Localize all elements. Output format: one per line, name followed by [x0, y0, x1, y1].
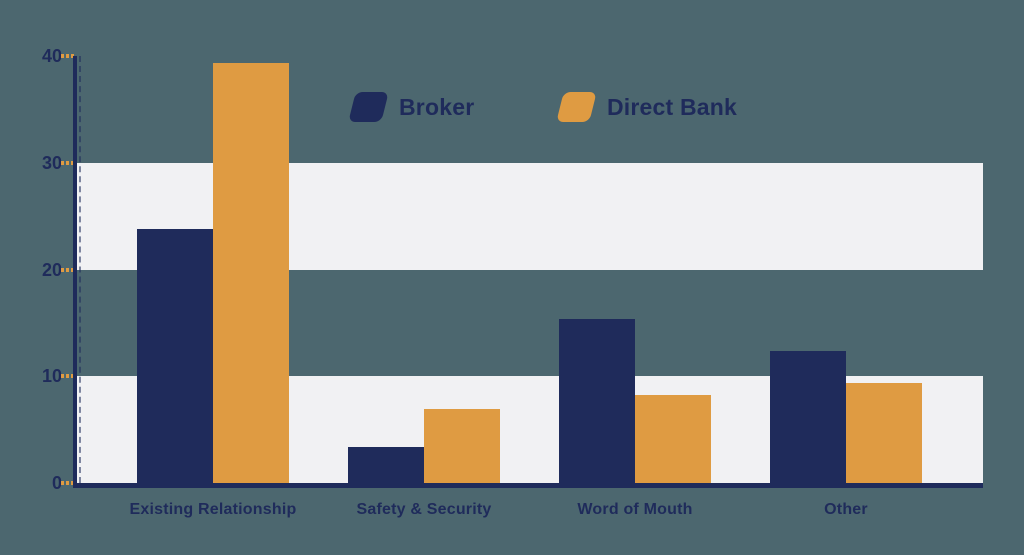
y-tick-label-0: 0 [51, 473, 62, 493]
bar-direct-bank-safety-security [424, 409, 500, 483]
legend-label-broker: Broker [399, 93, 475, 120]
y-tick-mark-10 [61, 374, 76, 379]
y-tick-mark-30 [61, 160, 76, 165]
category-label-existing-relationship: Existing Relationship [129, 501, 297, 518]
legend: Broker Direct Bank [0, 91, 1024, 125]
category-label-safety-security: Safety & Security [356, 501, 492, 518]
y-axis-line [73, 56, 77, 488]
bar-broker-word-of-mouth [559, 318, 635, 483]
bar-broker-safety-security [348, 446, 424, 483]
y-tick-label-20: 20 [41, 259, 62, 280]
legend-item-direct-bank: Direct Bank [556, 91, 738, 123]
bar-direct-bank-word-of-mouth [635, 395, 711, 483]
y-tick-label-30: 30 [41, 152, 62, 173]
bar-broker-existing-relationship [137, 228, 213, 483]
y-tick-mark-40 [61, 54, 76, 58]
category-label-other: Other [824, 501, 868, 518]
y-tick-label-10: 10 [41, 366, 62, 387]
category-label-word-of-mouth: Word of Mouth [577, 501, 693, 518]
direct-bank-swatch-icon [556, 92, 597, 122]
legend-label-direct-bank: Direct Bank [607, 93, 738, 120]
broker-swatch-icon [348, 92, 389, 122]
bar-direct-bank-other [846, 382, 922, 483]
x-axis-line [75, 483, 983, 488]
legend-item-broker: Broker [348, 91, 475, 123]
y-tick-mark-0 [61, 481, 76, 485]
bar-direct-bank-existing-relationship [213, 63, 289, 483]
bar-broker-other [770, 350, 846, 483]
y-axis-dashed-line [79, 56, 81, 483]
y-tick-mark-20 [61, 267, 76, 272]
y-tick-label-40: 40 [41, 46, 62, 66]
